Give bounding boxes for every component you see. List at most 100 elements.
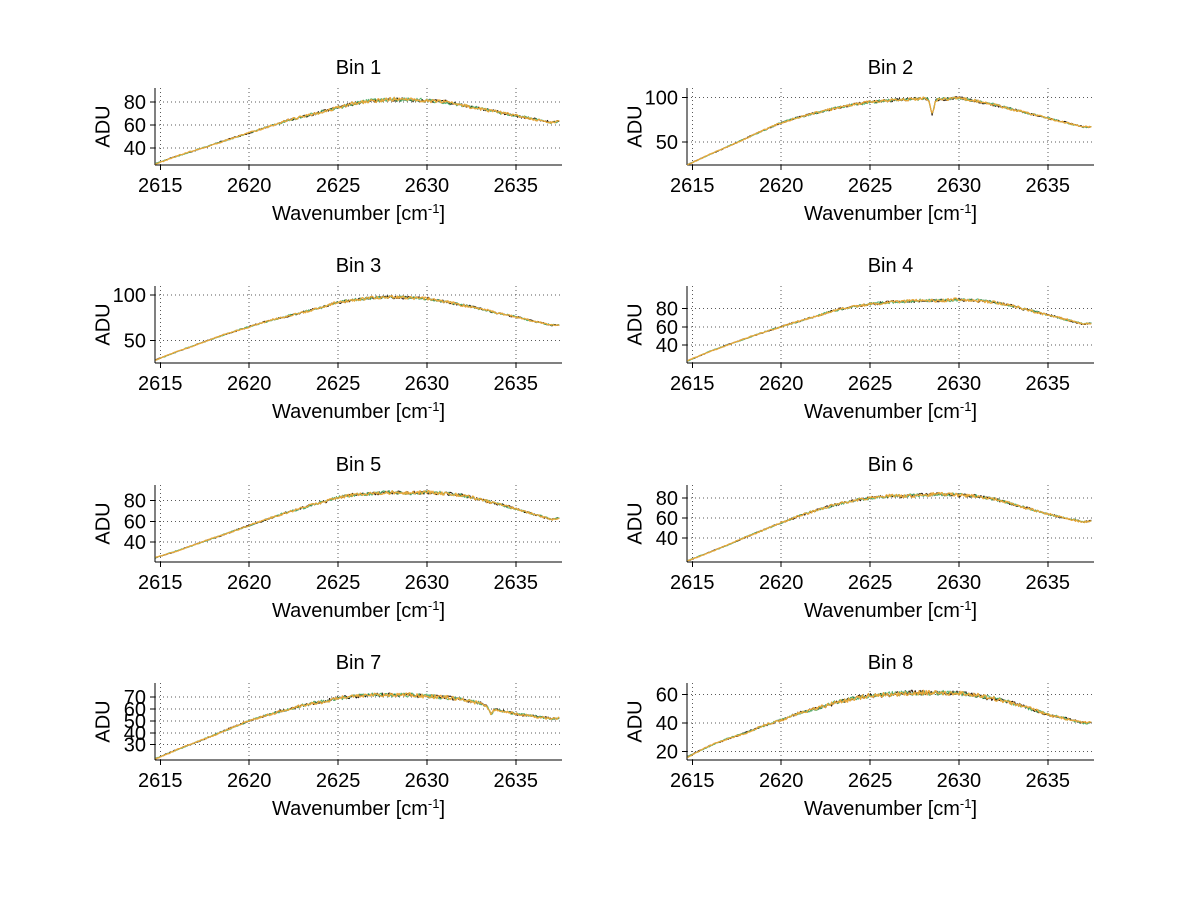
svg-text:20: 20 — [656, 741, 678, 763]
plot-title: Bin 7 — [335, 652, 382, 674]
svg-text:2630: 2630 — [937, 770, 982, 792]
svg-text:100: 100 — [645, 88, 678, 110]
x-axis-label: Wavenumber [cm-1] — [803, 796, 978, 820]
svg-text:2620: 2620 — [227, 175, 272, 197]
plot-area-bin-8: 2615 2620 2625 2630 2635 20 40 60 — [656, 683, 1094, 792]
subplot-bin-8: Bin 8 ADU 2615 2620 2625 2630 2635 20 40 60 Wav… — [625, 652, 1094, 820]
subplot-bin-6: Bin 6 ADU 2615 2620 2625 2630 2635 40 60 80 Wav… — [625, 454, 1094, 622]
svg-text:2635: 2635 — [1026, 770, 1071, 792]
svg-text:60: 60 — [124, 115, 146, 137]
subplot-bin-4: Bin 4 ADU 2615 2620 2625 2630 2635 40 60 80 Wav… — [625, 255, 1094, 423]
svg-text:2635: 2635 — [494, 373, 539, 395]
svg-text:2620: 2620 — [759, 373, 804, 395]
superscript-minus-one: -1 — [427, 796, 440, 811]
svg-text:2635: 2635 — [1026, 572, 1071, 594]
svg-text:70: 70 — [124, 687, 146, 709]
svg-text:2625: 2625 — [316, 572, 361, 594]
svg-text:40: 40 — [656, 713, 678, 735]
x-axis-label: Wavenumber [cm-1] — [803, 399, 978, 423]
subplot-bin-1: Bin 1 ADU 2615 2620 2625 2630 2635 40 60 80 Wav… — [93, 57, 562, 225]
svg-text:40: 40 — [656, 528, 678, 550]
svg-text:60: 60 — [124, 511, 146, 533]
x-axis-label: Wavenumber [cm-1] — [271, 201, 446, 225]
svg-text:2615: 2615 — [670, 572, 715, 594]
x-axis-label: Wavenumber [cm-1] — [803, 598, 978, 622]
svg-text:2625: 2625 — [848, 770, 893, 792]
svg-text:40: 40 — [656, 335, 678, 357]
svg-text:2625: 2625 — [848, 175, 893, 197]
svg-text:2630: 2630 — [405, 175, 450, 197]
svg-text:60: 60 — [124, 699, 146, 721]
svg-text:2630: 2630 — [937, 175, 982, 197]
plot-title: Bin 2 — [867, 57, 914, 79]
svg-text:2615: 2615 — [670, 770, 715, 792]
svg-text:80: 80 — [124, 491, 146, 513]
svg-text:2615: 2615 — [138, 770, 183, 792]
superscript-minus-one: -1 — [427, 598, 440, 613]
plot-title: Bin 6 — [867, 454, 914, 476]
svg-text:2630: 2630 — [937, 572, 982, 594]
superscript-minus-one: -1 — [959, 796, 972, 811]
svg-text:30: 30 — [124, 735, 146, 757]
svg-text:2630: 2630 — [405, 770, 450, 792]
svg-text:2615: 2615 — [138, 373, 183, 395]
svg-text:60: 60 — [656, 684, 678, 706]
svg-text:80: 80 — [124, 92, 146, 114]
svg-text:50: 50 — [656, 132, 678, 154]
svg-text:2620: 2620 — [759, 770, 804, 792]
svg-text:2625: 2625 — [316, 373, 361, 395]
svg-text:2615: 2615 — [138, 175, 183, 197]
svg-text:2630: 2630 — [405, 373, 450, 395]
subplot-bin-2: Bin 2 ADU 2615 2620 2625 2630 2635 50 100 Wave… — [625, 57, 1094, 225]
svg-text:2635: 2635 — [494, 175, 539, 197]
svg-text:2620: 2620 — [227, 770, 272, 792]
svg-text:60: 60 — [656, 317, 678, 339]
svg-text:2635: 2635 — [1026, 373, 1071, 395]
subplot-bin-5: Bin 5 ADU 2615 2620 2625 2630 2635 40 60 80 Wav… — [93, 454, 562, 622]
svg-text:2615: 2615 — [670, 373, 715, 395]
svg-text:2630: 2630 — [937, 373, 982, 395]
svg-text:2620: 2620 — [227, 373, 272, 395]
x-axis-label: Wavenumber [cm-1] — [271, 796, 446, 820]
svg-text:2615: 2615 — [670, 175, 715, 197]
svg-text:2620: 2620 — [759, 175, 804, 197]
svg-text:2615: 2615 — [138, 572, 183, 594]
svg-text:2620: 2620 — [759, 572, 804, 594]
superscript-minus-one: -1 — [959, 598, 972, 613]
svg-text:2620: 2620 — [227, 572, 272, 594]
svg-text:2635: 2635 — [1026, 175, 1071, 197]
plot-title: Bin 3 — [335, 255, 382, 277]
subplot-bin-7: Bin 7 ADU 2615 2620 2625 2630 2635 30 40 50 60 70… — [93, 652, 562, 820]
x-axis-label: Wavenumber [cm-1] — [803, 201, 978, 225]
svg-text:2630: 2630 — [405, 572, 450, 594]
svg-text:80: 80 — [656, 299, 678, 321]
plot-title: Bin 8 — [867, 652, 914, 674]
svg-text:2625: 2625 — [848, 373, 893, 395]
svg-text:2625: 2625 — [848, 572, 893, 594]
superscript-minus-one: -1 — [427, 201, 440, 216]
plot-area-bin-2: 2615 2620 2625 2630 2635 50 100 — [645, 88, 1094, 197]
svg-text:50: 50 — [124, 330, 146, 352]
superscript-minus-one: -1 — [959, 201, 972, 216]
plot-title: Bin 5 — [335, 454, 382, 476]
svg-text:60: 60 — [656, 508, 678, 530]
superscript-minus-one: -1 — [959, 399, 972, 414]
svg-text:2635: 2635 — [494, 770, 539, 792]
svg-text:40: 40 — [124, 532, 146, 554]
x-axis-label: Wavenumber [cm-1] — [271, 598, 446, 622]
svg-text:100: 100 — [113, 285, 146, 307]
svg-text:2625: 2625 — [316, 175, 361, 197]
plot-title: Bin 4 — [867, 255, 914, 277]
svg-text:2625: 2625 — [316, 770, 361, 792]
svg-text:40: 40 — [124, 723, 146, 745]
subplot-bin-3: Bin 3 ADU 2615 2620 2625 2630 2635 50 100 Wave… — [93, 255, 562, 423]
x-axis-label: Wavenumber [cm-1] — [271, 399, 446, 423]
svg-text:2635: 2635 — [494, 572, 539, 594]
superscript-minus-one: -1 — [427, 399, 440, 414]
svg-text:50: 50 — [124, 711, 146, 733]
